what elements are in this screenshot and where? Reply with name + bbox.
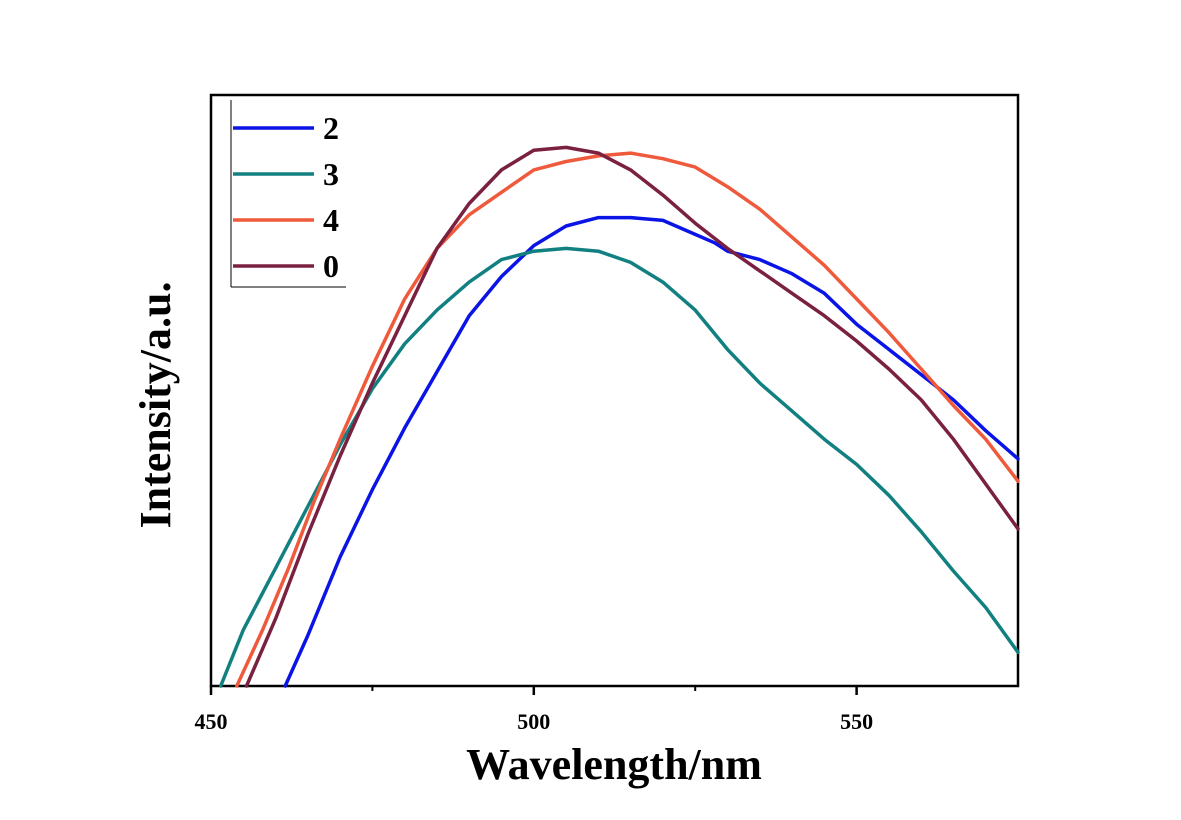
y-axis-title: Intensity/a.u.: [131, 282, 180, 529]
x-tick-label: 450: [195, 709, 228, 734]
plot-frame: [209, 93, 1020, 688]
series-line-0: [244, 145, 1020, 688]
legend-label-0: 0: [323, 248, 339, 284]
x-axis-title: Wavelength/nm: [466, 740, 762, 789]
x-tick-label: 550: [840, 709, 873, 734]
series-line-2: [283, 215, 1020, 688]
series-layer: [218, 145, 1020, 688]
series-line-4: [235, 151, 1020, 688]
series-line-3: [218, 246, 1020, 688]
x-axis: 450 500 550: [195, 686, 873, 734]
x-tick-label: 500: [517, 709, 550, 734]
legend-label-2: 2: [323, 110, 339, 146]
legend-label-3: 3: [323, 156, 339, 192]
legend: 2 3 4 0: [230, 100, 346, 288]
legend-label-4: 4: [323, 202, 339, 238]
